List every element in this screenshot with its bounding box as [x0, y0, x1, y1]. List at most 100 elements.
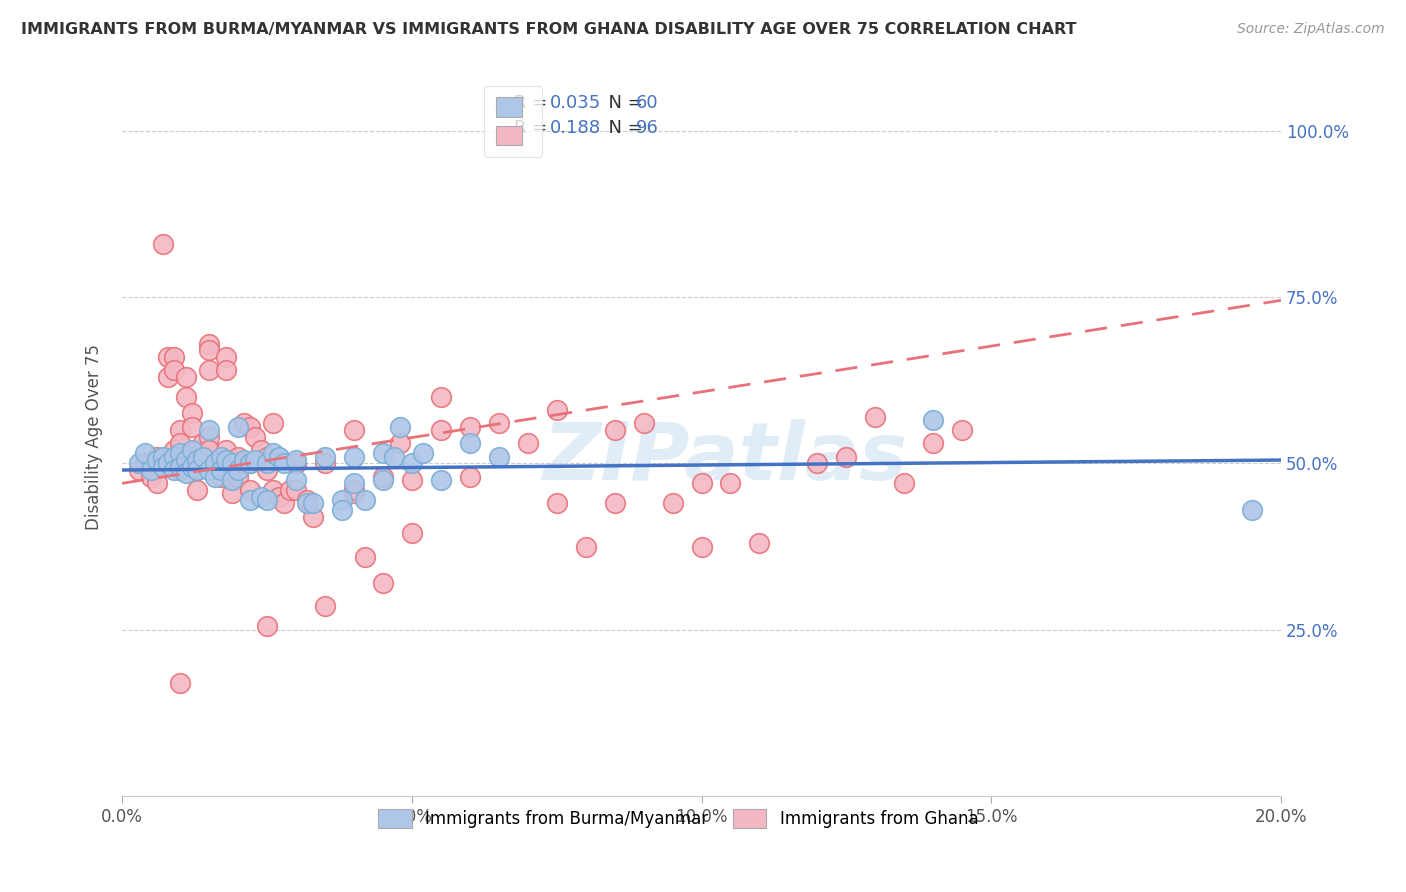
Point	[180, 459, 202, 474]
Text: ZIPatlas: ZIPatlas	[543, 419, 907, 498]
Point	[226, 463, 249, 477]
Point	[314, 599, 336, 614]
Point	[209, 456, 232, 470]
Point	[262, 446, 284, 460]
Point	[163, 350, 186, 364]
Point	[250, 490, 273, 504]
Point	[371, 473, 394, 487]
Point	[343, 476, 366, 491]
Point	[343, 450, 366, 464]
Point	[139, 469, 162, 483]
Point	[330, 503, 353, 517]
Point	[198, 423, 221, 437]
Point	[389, 419, 412, 434]
Text: N =: N =	[598, 94, 648, 112]
Point	[922, 413, 945, 427]
Point	[221, 486, 243, 500]
Point	[865, 409, 887, 424]
Point	[256, 463, 278, 477]
Point	[193, 436, 215, 450]
Text: 96: 96	[636, 119, 658, 136]
Point	[633, 417, 655, 431]
Point	[950, 423, 973, 437]
Point	[180, 456, 202, 470]
Point	[232, 417, 254, 431]
Point	[204, 456, 226, 470]
Point	[215, 350, 238, 364]
Point	[748, 536, 770, 550]
Point	[488, 450, 510, 464]
Text: 0.035: 0.035	[550, 94, 600, 112]
Text: IMMIGRANTS FROM BURMA/MYANMAR VS IMMIGRANTS FROM GHANA DISABILITY AGE OVER 75 CO: IMMIGRANTS FROM BURMA/MYANMAR VS IMMIGRA…	[21, 22, 1077, 37]
Point	[157, 350, 180, 364]
Point	[256, 456, 278, 470]
Point	[238, 456, 260, 470]
Point	[221, 456, 243, 470]
Point	[221, 473, 243, 487]
Point	[603, 496, 626, 510]
Point	[354, 549, 377, 564]
Point	[232, 453, 254, 467]
Point	[1240, 503, 1263, 517]
Point	[603, 423, 626, 437]
Point	[139, 456, 162, 470]
Point	[152, 453, 174, 467]
Point	[169, 446, 191, 460]
Point	[163, 450, 186, 464]
Point	[401, 456, 423, 470]
Point	[314, 456, 336, 470]
Point	[169, 450, 191, 464]
Point	[186, 463, 208, 477]
Point	[284, 456, 307, 470]
Point	[146, 450, 169, 464]
Point	[186, 453, 208, 467]
Point	[204, 456, 226, 470]
Point	[893, 476, 915, 491]
Point	[245, 430, 267, 444]
Point	[198, 443, 221, 458]
Point	[262, 483, 284, 497]
Point	[256, 619, 278, 633]
Point	[128, 456, 150, 470]
Point	[343, 486, 366, 500]
Point	[516, 436, 538, 450]
Point	[401, 526, 423, 541]
Point	[169, 436, 191, 450]
Point	[330, 493, 353, 508]
Text: R =: R =	[513, 119, 553, 136]
Point	[256, 450, 278, 464]
Point	[458, 469, 481, 483]
Point	[384, 450, 406, 464]
Point	[690, 540, 713, 554]
Point	[343, 483, 366, 497]
Point	[152, 450, 174, 464]
Point	[278, 483, 301, 497]
Point	[546, 496, 568, 510]
Point	[146, 453, 169, 467]
Point	[157, 456, 180, 470]
Point	[245, 453, 267, 467]
Point	[922, 436, 945, 450]
Point	[209, 463, 232, 477]
Point	[169, 423, 191, 437]
Point	[262, 417, 284, 431]
Text: 0.188: 0.188	[550, 119, 600, 136]
Point	[186, 483, 208, 497]
Point	[371, 446, 394, 460]
Point	[198, 430, 221, 444]
Point	[238, 483, 260, 497]
Point	[157, 370, 180, 384]
Point	[174, 453, 197, 467]
Point	[169, 463, 191, 477]
Point	[174, 370, 197, 384]
Point	[215, 453, 238, 467]
Text: N =: N =	[598, 119, 648, 136]
Point	[134, 446, 156, 460]
Point	[174, 390, 197, 404]
Point	[198, 363, 221, 377]
Legend: Immigrants from Burma/Myanmar, Immigrants from Ghana: Immigrants from Burma/Myanmar, Immigrant…	[371, 802, 986, 835]
Point	[273, 496, 295, 510]
Point	[198, 343, 221, 358]
Text: R =: R =	[513, 94, 553, 112]
Point	[180, 407, 202, 421]
